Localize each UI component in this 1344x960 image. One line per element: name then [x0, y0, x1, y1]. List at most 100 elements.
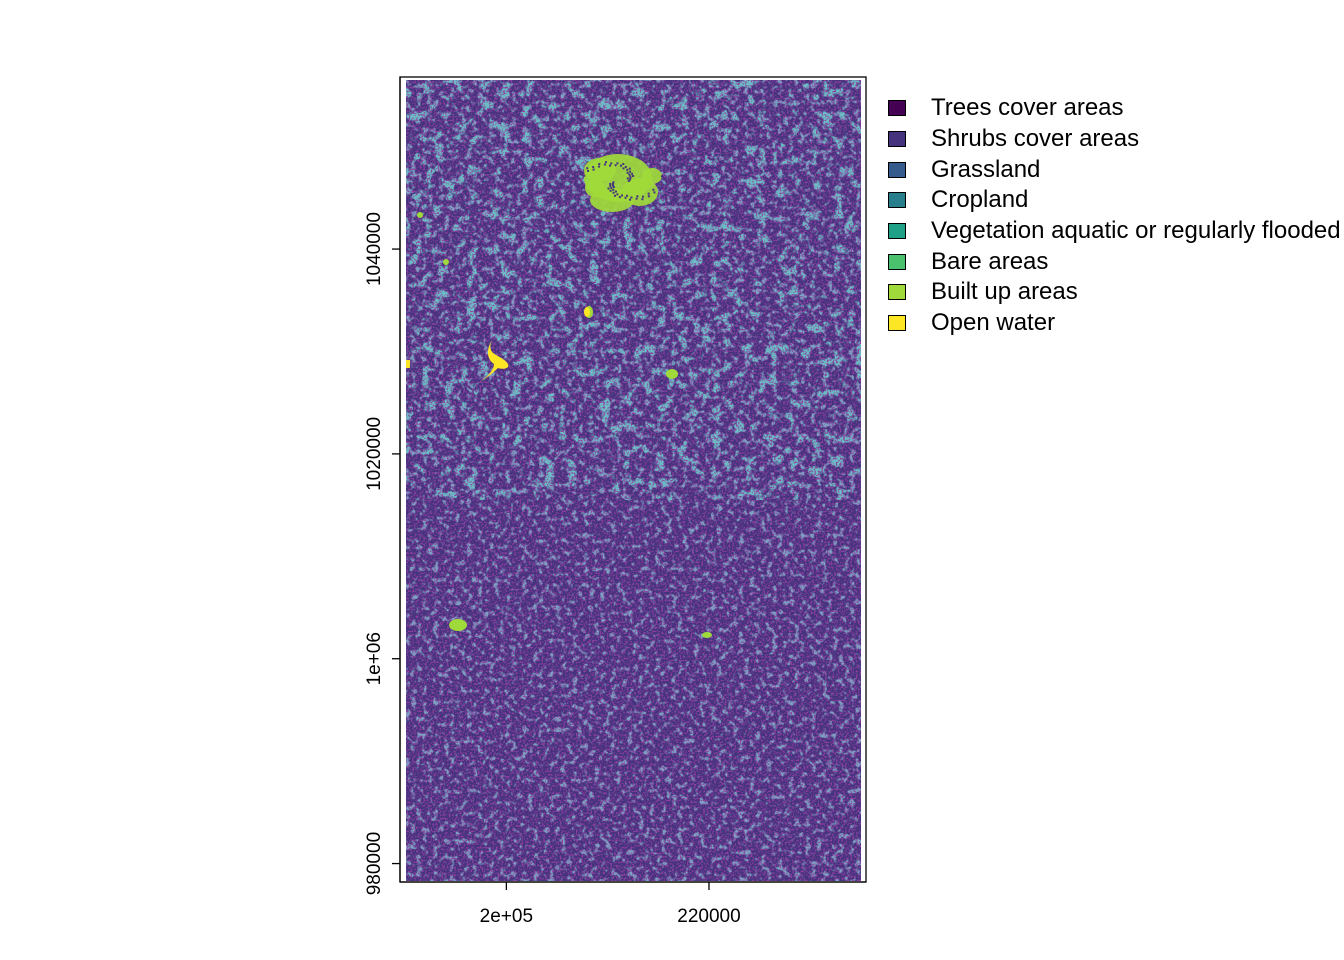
urban-gap — [626, 177, 629, 180]
legend-label: Open water — [931, 309, 1056, 337]
urban-gap — [626, 194, 629, 197]
built-up-patch — [585, 179, 605, 197]
urban-gap — [609, 164, 612, 167]
legend-item: Vegetation aquatic or regularly flooded — [888, 216, 1344, 247]
y-tick-label: 1040000 — [364, 212, 385, 286]
urban-gap — [622, 167, 625, 170]
legend-swatch — [888, 284, 906, 301]
urban-gap — [581, 172, 584, 175]
y-axis: 980000 1e+06 1020000 1040000 — [364, 77, 401, 895]
urban-gap — [597, 165, 600, 168]
urban-gap — [607, 187, 610, 190]
urban-gap — [598, 163, 601, 166]
urban-gap — [647, 195, 650, 198]
built-up-patch — [449, 619, 467, 631]
legend-swatch — [888, 223, 906, 240]
urban-gap — [592, 168, 595, 171]
open-water-patch — [584, 307, 590, 317]
legend-swatch — [888, 192, 906, 209]
urban-gap — [632, 174, 635, 177]
urban-gap — [620, 164, 622, 167]
urban-gap — [620, 194, 623, 197]
legend-label: Grassland — [931, 155, 1041, 183]
x-tick-label: 220000 — [677, 906, 740, 927]
urban-gap — [612, 186, 615, 189]
urban-gap — [618, 196, 621, 199]
built-up-patch — [666, 369, 678, 379]
urban-gap — [652, 188, 655, 191]
urban-gap — [629, 175, 632, 178]
urban-gap — [604, 161, 607, 164]
urban-gap — [627, 180, 630, 182]
open-water-reservoir — [480, 332, 509, 382]
legend-label: Bare areas — [931, 247, 1049, 275]
built-up-patch — [642, 168, 662, 184]
legend-label: Cropland — [931, 186, 1029, 214]
urban-gap — [609, 182, 612, 185]
urban-gap — [628, 167, 631, 170]
urban-gap — [626, 171, 629, 174]
legend-item: Open water — [888, 308, 1344, 339]
urban-gap — [616, 162, 619, 165]
legend-label: Built up areas — [931, 278, 1078, 306]
urban-gap — [630, 196, 633, 199]
urban-gap — [609, 189, 612, 192]
urban-gap — [586, 167, 589, 170]
y-tick-label: 980000 — [364, 832, 385, 895]
urban-gap — [647, 192, 650, 195]
legend-swatch — [888, 131, 906, 148]
built-up-patch — [443, 259, 449, 265]
legend-label: Shrubs cover areas — [931, 125, 1140, 153]
urban-gap — [610, 186, 613, 189]
urban-gap — [583, 174, 586, 177]
x-tick-label: 2e+05 — [480, 906, 533, 927]
built-up-patch — [702, 632, 712, 638]
urban-gap — [629, 177, 632, 180]
urban-gap — [577, 183, 580, 186]
urban-gap — [578, 177, 581, 180]
legend-swatch — [888, 315, 906, 332]
urban-gap — [611, 182, 614, 185]
urban-gap — [631, 172, 634, 175]
urban-gap — [624, 196, 627, 199]
urban-gap — [660, 175, 663, 178]
legend: Trees cover areas Shrubs cover areas Grass… — [888, 93, 1344, 339]
urban-gap — [635, 197, 638, 200]
y-tick-label: 1e+06 — [364, 632, 385, 685]
urban-gap — [653, 191, 656, 194]
urban-gap — [587, 169, 590, 172]
urban-gap — [657, 186, 660, 189]
urban-gap — [614, 164, 617, 167]
urban-gap — [641, 195, 644, 198]
open-water-patch — [406, 360, 410, 368]
legend-label: Vegetation aquatic or regularly flooded — [931, 217, 1341, 245]
urban-gap — [578, 189, 581, 192]
legend-swatch — [888, 253, 906, 270]
raster-trees-texture — [406, 80, 861, 881]
urban-gap — [659, 189, 662, 192]
urban-gap — [612, 184, 615, 187]
urban-gap — [641, 198, 644, 201]
built-up-patch — [584, 158, 616, 182]
urban-gap — [663, 171, 666, 174]
built-up-patch — [417, 212, 423, 218]
urban-gap — [614, 190, 617, 193]
urban-gap — [628, 173, 631, 176]
legend-item: Shrubs cover areas — [888, 124, 1344, 155]
y-tick-label: 1020000 — [364, 417, 385, 491]
urban-gap — [613, 194, 616, 197]
legend-label: Trees cover areas — [931, 94, 1124, 122]
urban-gap — [612, 188, 615, 191]
urban-gap — [610, 162, 613, 165]
urban-gap — [576, 174, 579, 177]
urban-gap — [574, 181, 577, 184]
urban-gap — [616, 193, 619, 196]
urban-gap — [628, 198, 631, 201]
urban-gap — [628, 178, 631, 181]
urban-gap — [660, 181, 663, 184]
urban-gap — [603, 163, 606, 166]
legend-item: Trees cover areas — [888, 93, 1344, 124]
legend-item: Cropland — [888, 185, 1344, 216]
